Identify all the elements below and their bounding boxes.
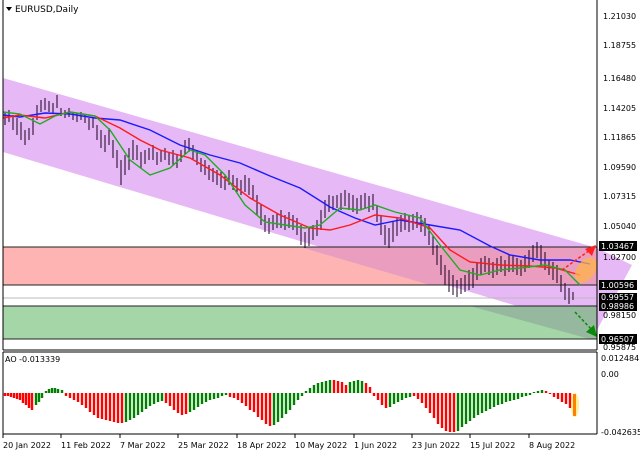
svg-text:0.98986: 0.98986 xyxy=(601,302,634,311)
svg-text:1.02700: 1.02700 xyxy=(603,253,636,262)
svg-text:1.03467: 1.03467 xyxy=(601,242,634,251)
svg-text:1.11865: 1.11865 xyxy=(603,133,636,142)
highlight-ellipse xyxy=(575,257,597,283)
svg-text:1.16480: 1.16480 xyxy=(603,74,636,83)
forecast-up-arrow xyxy=(561,245,596,271)
svg-text:20 Jan 2022: 20 Jan 2022 xyxy=(3,441,51,450)
svg-text:1.21030: 1.21030 xyxy=(603,12,636,21)
price-axis: 1.21030 1.18755 1.16480 1.14205 1.11865 … xyxy=(599,12,637,352)
symbol-title: EURUSD,Daily xyxy=(15,5,79,15)
svg-text:10 May 2022: 10 May 2022 xyxy=(295,441,347,450)
svg-text:1.00596: 1.00596 xyxy=(601,281,634,290)
svg-text:0.012484: 0.012484 xyxy=(601,354,639,363)
svg-text:1.14205: 1.14205 xyxy=(603,104,636,113)
ma-slow-line xyxy=(2,112,591,265)
svg-text:0.95875: 0.95875 xyxy=(603,343,636,352)
svg-text:15 Jul 2022: 15 Jul 2022 xyxy=(470,441,515,450)
svg-text:-0.042635: -0.042635 xyxy=(601,428,640,437)
svg-text:0.00: 0.00 xyxy=(601,370,619,379)
forecast-down-arrow xyxy=(574,311,597,337)
ao-bars xyxy=(3,380,572,432)
ao-label: AO -0.013339 xyxy=(5,355,60,364)
time-axis: 20 Jan 2022 11 Feb 2022 7 Mar 2022 25 Ma… xyxy=(2,434,575,450)
triangle-down-icon[interactable] xyxy=(6,7,12,11)
price-panel xyxy=(2,0,632,351)
svg-text:0.99557: 0.99557 xyxy=(601,293,634,302)
ao-panel: AO -0.013339 0.012484 0.00 -0.042635 xyxy=(2,351,640,437)
svg-text:1.18755: 1.18755 xyxy=(603,41,636,50)
svg-text:11 Feb 2022: 11 Feb 2022 xyxy=(61,441,111,450)
svg-text:7 Mar 2022: 7 Mar 2022 xyxy=(120,441,166,450)
svg-text:18 Apr 2022: 18 Apr 2022 xyxy=(237,441,286,450)
svg-text:8 Aug 2022: 8 Aug 2022 xyxy=(529,441,575,450)
svg-text:1.05040: 1.05040 xyxy=(603,222,636,231)
ma-fast-line xyxy=(2,111,581,286)
svg-text:1 Jun 2022: 1 Jun 2022 xyxy=(354,441,397,450)
svg-text:0.98150: 0.98150 xyxy=(603,311,636,320)
svg-text:1.07315: 1.07315 xyxy=(603,192,636,201)
svg-text:0.96507: 0.96507 xyxy=(601,335,634,344)
svg-text:25 Mar 2022: 25 Mar 2022 xyxy=(178,441,229,450)
svg-text:1.09590: 1.09590 xyxy=(603,163,636,172)
svg-text:23 Jun 2022: 23 Jun 2022 xyxy=(412,441,460,450)
